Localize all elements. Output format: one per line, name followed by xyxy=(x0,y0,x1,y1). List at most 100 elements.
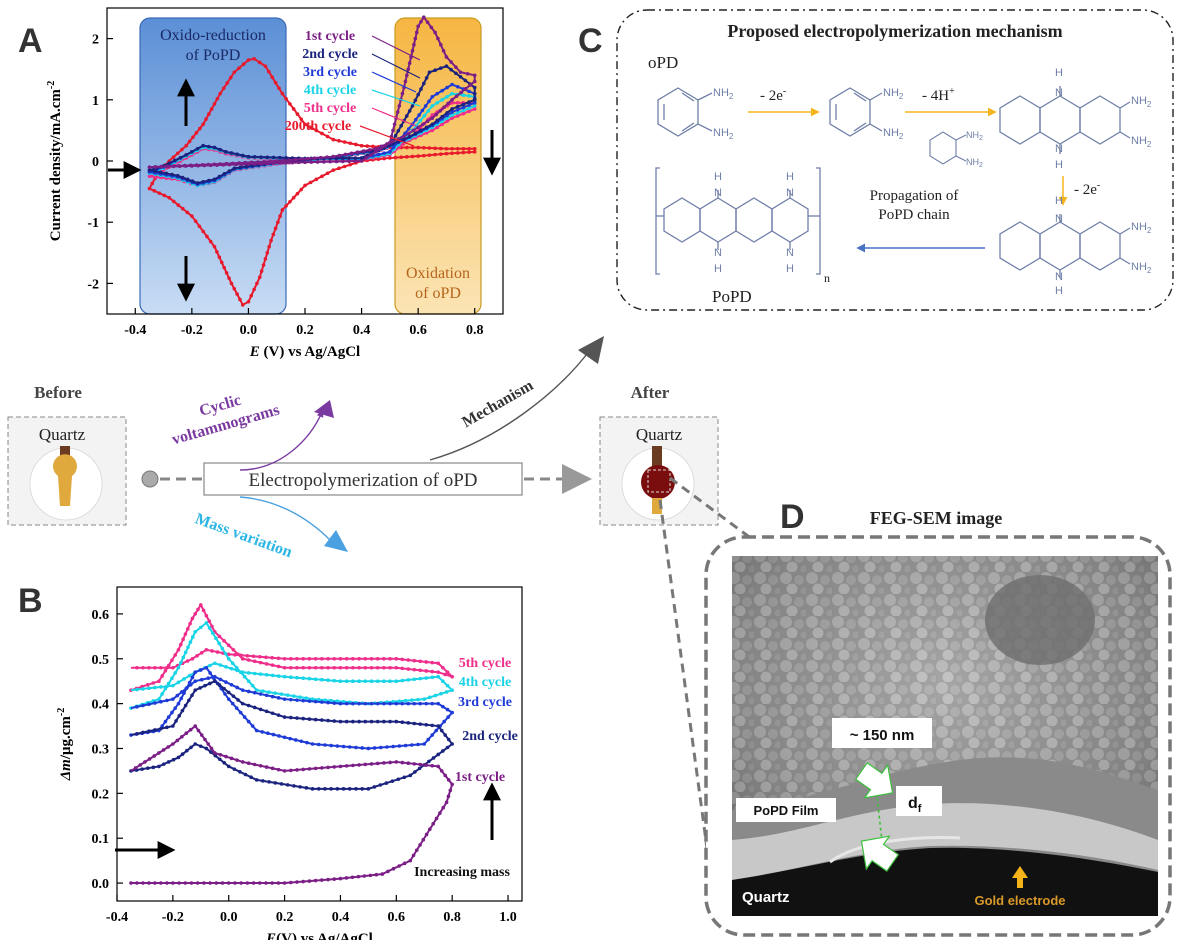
data-point xyxy=(222,761,227,765)
data-point xyxy=(449,67,453,72)
x-tick-label: 0.2 xyxy=(276,910,294,925)
data-point xyxy=(420,108,425,113)
data-point xyxy=(180,708,185,713)
data-point xyxy=(173,158,177,163)
data-point xyxy=(382,151,387,155)
x-tick-label: 0.2 xyxy=(296,323,314,338)
data-point xyxy=(264,672,269,677)
data-point xyxy=(153,175,157,179)
data-point xyxy=(385,745,389,749)
data-point xyxy=(217,255,222,259)
data-point xyxy=(161,748,166,752)
data-point xyxy=(419,128,423,133)
data-point xyxy=(388,150,392,154)
data-point xyxy=(450,146,454,151)
data-point xyxy=(270,75,274,79)
data-point xyxy=(235,685,239,690)
data-point xyxy=(400,720,405,725)
data-point xyxy=(182,163,187,168)
data-point xyxy=(175,151,180,156)
data-point xyxy=(438,152,443,156)
data-point xyxy=(357,679,361,683)
data-point xyxy=(342,164,347,169)
data-point xyxy=(246,162,251,166)
step1-label: - 2e- xyxy=(760,86,786,104)
data-point xyxy=(178,155,183,160)
data-point xyxy=(461,108,466,113)
data-point xyxy=(328,159,332,164)
data-point xyxy=(229,151,234,155)
data-point xyxy=(243,772,248,777)
data-point xyxy=(226,656,231,661)
data-point xyxy=(335,787,340,791)
data-point xyxy=(164,171,169,176)
data-point xyxy=(236,698,240,702)
data-point xyxy=(354,745,358,750)
data-point xyxy=(190,214,194,218)
panel-d-letter: D xyxy=(780,498,805,536)
data-point xyxy=(458,70,463,75)
data-point xyxy=(282,697,287,701)
data-point xyxy=(322,160,326,164)
data-point xyxy=(444,146,449,151)
data-point xyxy=(141,687,145,691)
data-point xyxy=(406,67,411,71)
legend-pointer xyxy=(371,53,421,79)
data-point xyxy=(320,878,324,882)
thickness-box xyxy=(832,718,932,748)
data-point xyxy=(417,113,421,117)
data-point xyxy=(423,104,428,108)
dimer-dication-molecule xyxy=(999,214,1131,278)
data-point xyxy=(385,142,389,146)
data-point xyxy=(326,678,330,683)
data-point xyxy=(444,64,449,68)
data-point xyxy=(180,690,184,694)
data-point xyxy=(282,881,287,885)
data-point xyxy=(320,174,324,179)
data-point xyxy=(295,698,299,702)
data-point xyxy=(304,786,309,790)
data-point xyxy=(406,701,411,706)
series-1st-cycle xyxy=(147,15,477,169)
data-point xyxy=(472,79,477,84)
data-point xyxy=(393,155,398,160)
data-point xyxy=(261,689,265,693)
data-point xyxy=(382,679,386,683)
data-point xyxy=(418,118,423,123)
data-point xyxy=(230,661,235,666)
data-point xyxy=(337,166,341,171)
data-point xyxy=(369,153,373,157)
h-label: H xyxy=(714,263,722,275)
start-dot-icon xyxy=(141,470,159,488)
nh2-label: NH2 xyxy=(1131,95,1152,109)
data-point xyxy=(440,122,444,127)
data-point xyxy=(306,156,310,161)
data-point xyxy=(305,740,309,745)
data-point xyxy=(362,874,367,878)
data-point xyxy=(209,746,214,751)
zoom-region xyxy=(647,469,671,493)
data-point xyxy=(438,42,443,47)
data-point xyxy=(258,763,263,768)
data-point xyxy=(204,621,209,625)
data-point xyxy=(218,147,222,152)
repeat-n-label: n xyxy=(824,271,830,285)
data-point xyxy=(220,646,225,651)
data-point xyxy=(412,701,417,706)
data-point xyxy=(151,765,156,770)
data-point xyxy=(240,701,245,706)
data-point xyxy=(208,881,212,885)
data-point xyxy=(442,105,446,109)
data-point xyxy=(166,681,171,686)
zoom-line xyxy=(669,476,761,547)
n-label: N xyxy=(786,187,794,199)
data-point xyxy=(467,106,471,111)
data-point xyxy=(394,656,399,661)
data-point xyxy=(270,711,275,716)
data-point xyxy=(433,152,437,157)
opd-small-molecule xyxy=(929,131,967,165)
data-point xyxy=(400,760,405,765)
y-tick-label: 0.6 xyxy=(92,608,110,623)
data-point xyxy=(323,698,327,702)
data-point xyxy=(298,785,302,789)
